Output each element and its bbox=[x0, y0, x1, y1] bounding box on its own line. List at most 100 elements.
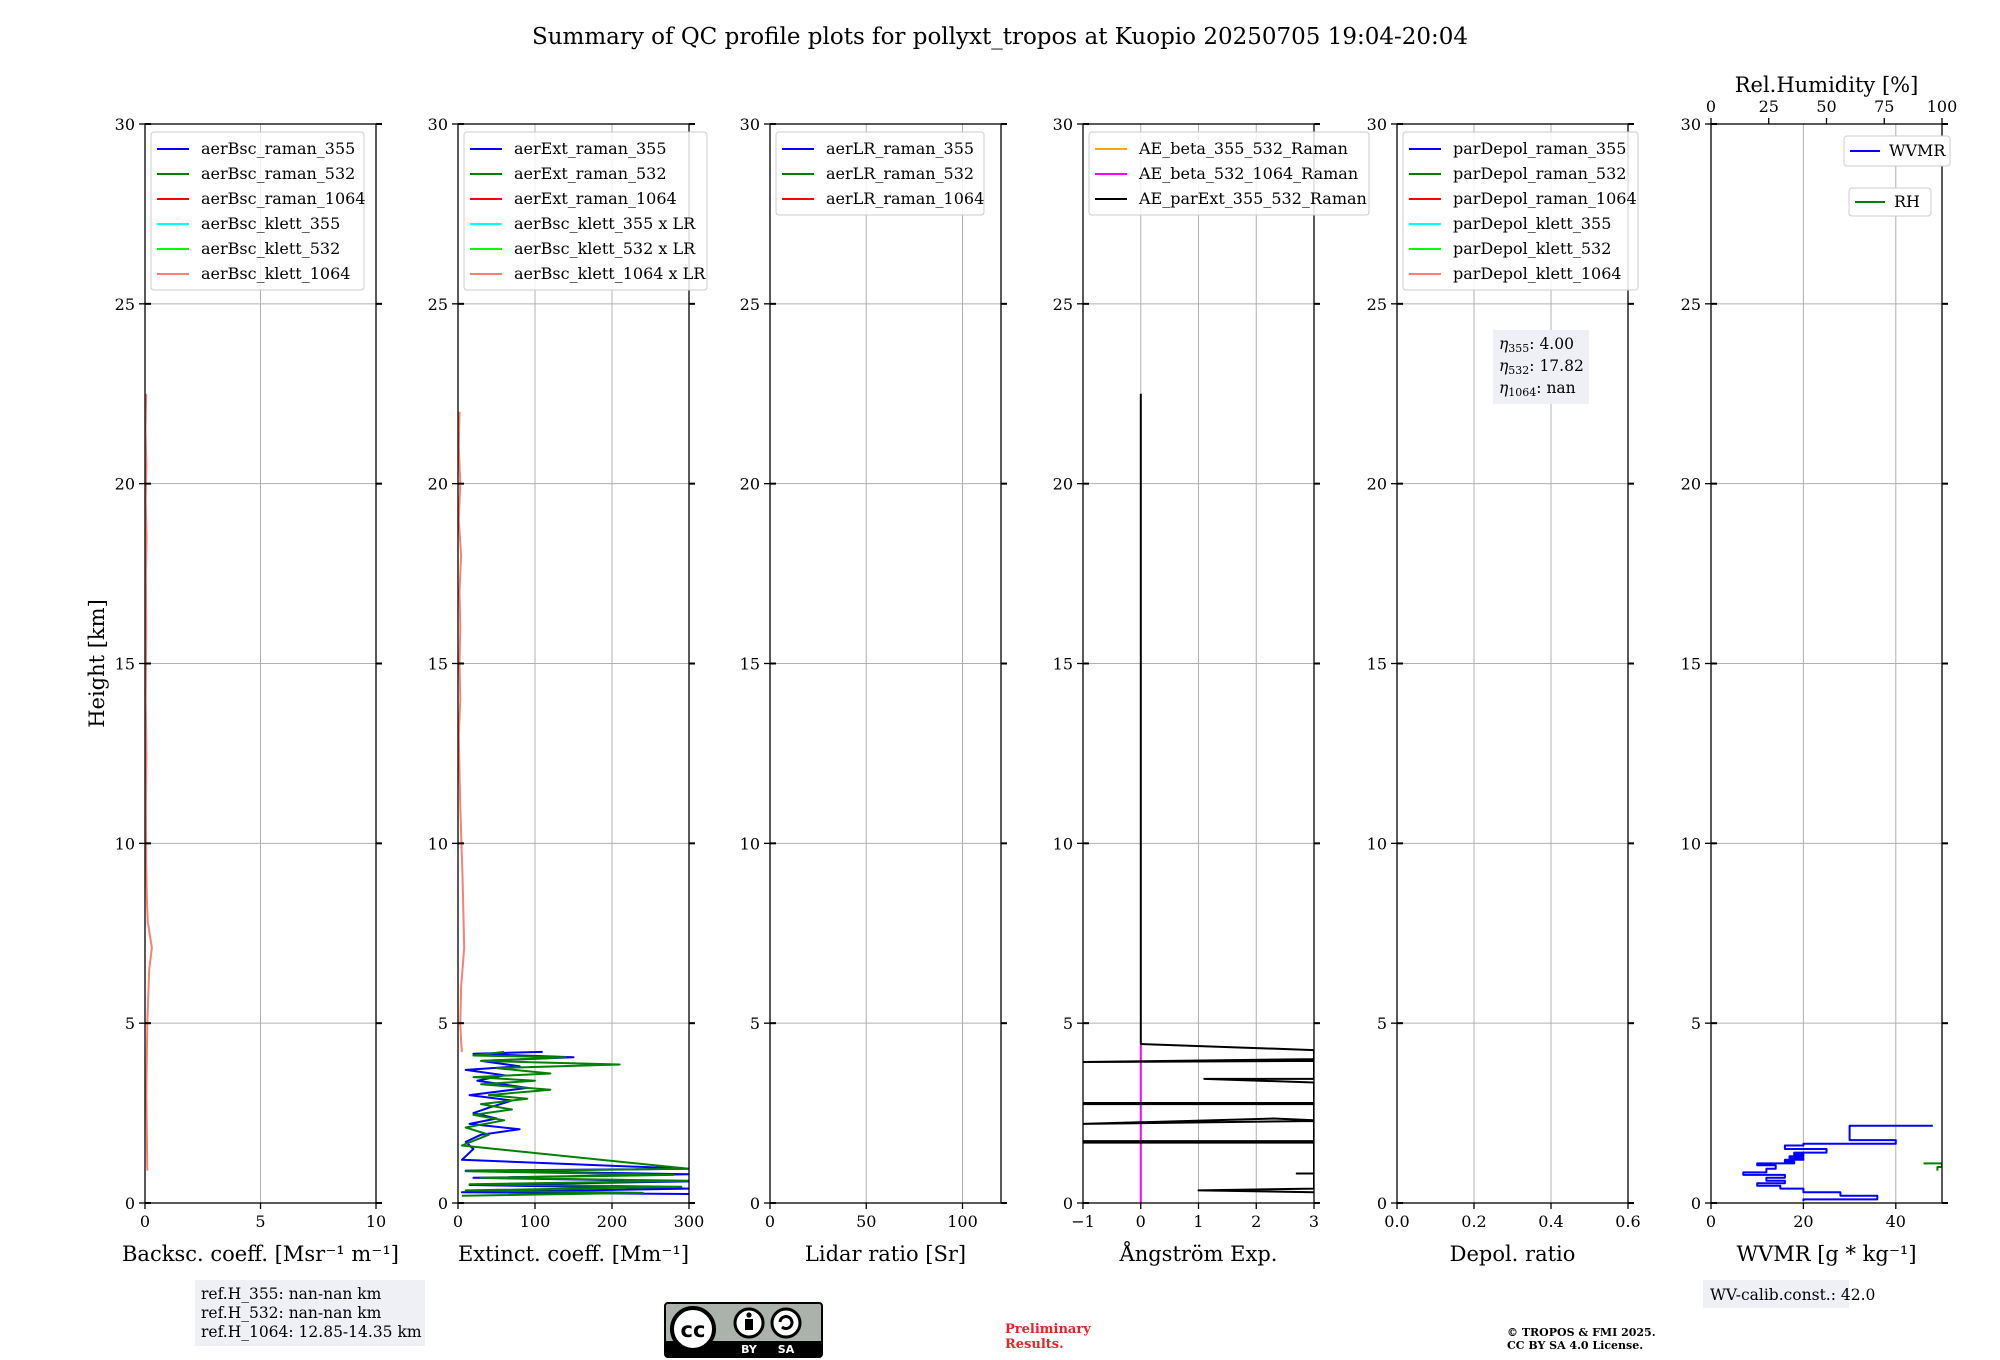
legend-label: aerExt_raman_532 bbox=[514, 164, 667, 183]
y-tick-label: 30 bbox=[740, 115, 760, 134]
panel-bsc: 0 5 10 15 20 25 30 0 5 10 Backsc. coeff. [Msr⁻¹ m⁻… bbox=[85, 115, 399, 1266]
y-tick-label: 25 bbox=[740, 295, 760, 314]
legend-label: aerBsc_raman_1064 bbox=[201, 189, 366, 208]
y-tick-label: 0 bbox=[438, 1194, 448, 1213]
by-icon-body bbox=[745, 1319, 753, 1330]
y-tick-label: 25 bbox=[1681, 295, 1701, 314]
x-tick-label: 300 bbox=[674, 1212, 705, 1231]
x-tick-label: 3 bbox=[1309, 1212, 1319, 1231]
x2-tick-label: 50 bbox=[1816, 97, 1836, 116]
y-tick-label: 15 bbox=[1053, 655, 1073, 674]
wv-calib-text: WV-calib.const.: 42.0 bbox=[1710, 1286, 1875, 1304]
y-tick-label: 10 bbox=[115, 834, 135, 853]
license-sa-label: SA bbox=[778, 1343, 795, 1356]
x2-tick-label: 100 bbox=[1927, 97, 1958, 116]
eta-532: η532: 17.82 bbox=[1499, 357, 1584, 377]
legend-box bbox=[1843, 135, 1951, 167]
y-tick-label: 20 bbox=[1053, 475, 1073, 494]
legend: AE_beta_355_532_Raman AE_beta_532_1064_Ra… bbox=[1088, 131, 1370, 216]
y-tick-label: 5 bbox=[125, 1014, 135, 1033]
series-line-aerBsc_klett_1064 bbox=[145, 393, 153, 1171]
eta-box-bg bbox=[1493, 330, 1589, 404]
series-line-RH bbox=[1923, 1162, 1942, 1171]
legend-box bbox=[1402, 131, 1639, 291]
wv-calib-box-bg bbox=[1703, 1280, 1849, 1308]
eta-1064: η1064: nan bbox=[1499, 379, 1576, 399]
x-tick-label: 0 bbox=[765, 1212, 775, 1231]
cc-license-badge: cc BY SA bbox=[664, 1302, 823, 1358]
x-tick-label: 0 bbox=[1706, 1212, 1716, 1231]
legend-label: parDepol_klett_355 bbox=[1453, 214, 1611, 233]
x-tick-label: 0 bbox=[453, 1212, 463, 1231]
legend-item: RH bbox=[1848, 187, 1932, 217]
legend-label: AE_beta_532_1064_Raman bbox=[1138, 164, 1358, 183]
x-tick-label: 5 bbox=[255, 1212, 265, 1231]
legend-label: aerBsc_raman_355 bbox=[201, 139, 355, 158]
x-tick-label: 200 bbox=[597, 1212, 628, 1231]
y-tick-label: 20 bbox=[740, 475, 760, 494]
sa-icon-arrow bbox=[778, 1315, 794, 1330]
x-tick-label: 0.4 bbox=[1538, 1212, 1563, 1231]
y-tick-label: 5 bbox=[750, 1014, 760, 1033]
y-tick-label: 25 bbox=[115, 295, 135, 314]
x-tick-label: 1 bbox=[1193, 1212, 1203, 1231]
preliminary-line-1: Preliminary bbox=[1005, 1322, 1091, 1337]
x2-axis-label: Rel.Humidity [%] bbox=[1735, 73, 1919, 97]
sa-sharealike-icon bbox=[770, 1307, 802, 1339]
wv-calib-box: WV-calib.const.: 42.0 bbox=[1703, 1280, 1875, 1308]
legend-box bbox=[463, 131, 708, 291]
preliminary-line-2: Results. bbox=[1005, 1337, 1064, 1352]
series-line-WVMR bbox=[1742, 1124, 1933, 1202]
legend-label: aerBsc_klett_532 x LR bbox=[514, 239, 696, 258]
y-tick-label: 15 bbox=[1681, 655, 1701, 674]
y-tick-label: 30 bbox=[1053, 115, 1073, 134]
series-group bbox=[1083, 393, 1314, 1203]
legend-label: aerBsc_klett_1064 bbox=[201, 264, 350, 283]
legend-label: parDepol_raman_355 bbox=[1453, 139, 1626, 158]
legend-label: AE_parExt_355_532_Raman bbox=[1138, 189, 1367, 208]
eta-532-value: : 17.82 bbox=[1529, 357, 1584, 375]
y-tick-label: 25 bbox=[1367, 295, 1387, 314]
y-tick-label: 10 bbox=[1681, 834, 1701, 853]
y-tick-label: 15 bbox=[428, 655, 448, 674]
legend-label: parDepol_klett_1064 bbox=[1453, 264, 1622, 283]
ref-h-1064: ref.H_1064: 12.85-14.35 km bbox=[201, 1323, 422, 1341]
y-tick-label: 15 bbox=[115, 655, 135, 674]
x-tick-label: 20 bbox=[1793, 1212, 1813, 1231]
y-tick-label: 25 bbox=[1053, 295, 1073, 314]
y-tick-label: 10 bbox=[1367, 834, 1387, 853]
eta-532-symbol: η bbox=[1499, 357, 1509, 375]
legend-item: WVMR bbox=[1843, 135, 1951, 167]
y-tick-label: 30 bbox=[1681, 115, 1701, 134]
x-axis-label: WVMR [g * kg⁻¹] bbox=[1736, 1242, 1916, 1266]
legend-label: aerLR_raman_355 bbox=[826, 139, 974, 158]
y-tick-label: 20 bbox=[428, 475, 448, 494]
series-line-aerExt_raman_532 bbox=[460, 1050, 689, 1197]
y-tick-label: 0 bbox=[125, 1194, 135, 1213]
cc-icon bbox=[670, 1306, 716, 1352]
x-tick-label: 0 bbox=[140, 1212, 150, 1231]
eta-355-value: : 4.00 bbox=[1529, 335, 1574, 353]
y-tick-label: 5 bbox=[1691, 1014, 1701, 1033]
y-tick-label: 10 bbox=[1053, 834, 1073, 853]
ref-h-355: ref.H_355: nan-nan km bbox=[201, 1285, 382, 1303]
ref-height-box-bg bbox=[195, 1280, 425, 1346]
y-tick-label: 0 bbox=[1691, 1194, 1701, 1213]
legend-label: aerBsc_klett_355 bbox=[201, 214, 340, 233]
x-axis-label: Backsc. coeff. [Msr⁻¹ m⁻¹] bbox=[122, 1242, 399, 1266]
legend-label: aerLR_raman_532 bbox=[826, 164, 974, 183]
y-tick-label: 20 bbox=[1681, 475, 1701, 494]
legend-box bbox=[1088, 131, 1370, 216]
panel-lr: 0 5 10 15 20 25 30 0 50 100 Lidar ratio [Sr] aerLR_… bbox=[740, 115, 1007, 1266]
cc-icon-text: cc bbox=[681, 1318, 706, 1342]
y-tick-label: 30 bbox=[428, 115, 448, 134]
ref-height-box: ref.H_355: nan-nan km ref.H_532: nan-nan… bbox=[195, 1280, 425, 1346]
legend-box bbox=[775, 131, 985, 216]
ref-h-532: ref.H_532: nan-nan km bbox=[201, 1304, 382, 1322]
x2-tick-label: 25 bbox=[1759, 97, 1779, 116]
x-tick-label: 40 bbox=[1886, 1212, 1906, 1231]
y-tick-label: 5 bbox=[438, 1014, 448, 1033]
